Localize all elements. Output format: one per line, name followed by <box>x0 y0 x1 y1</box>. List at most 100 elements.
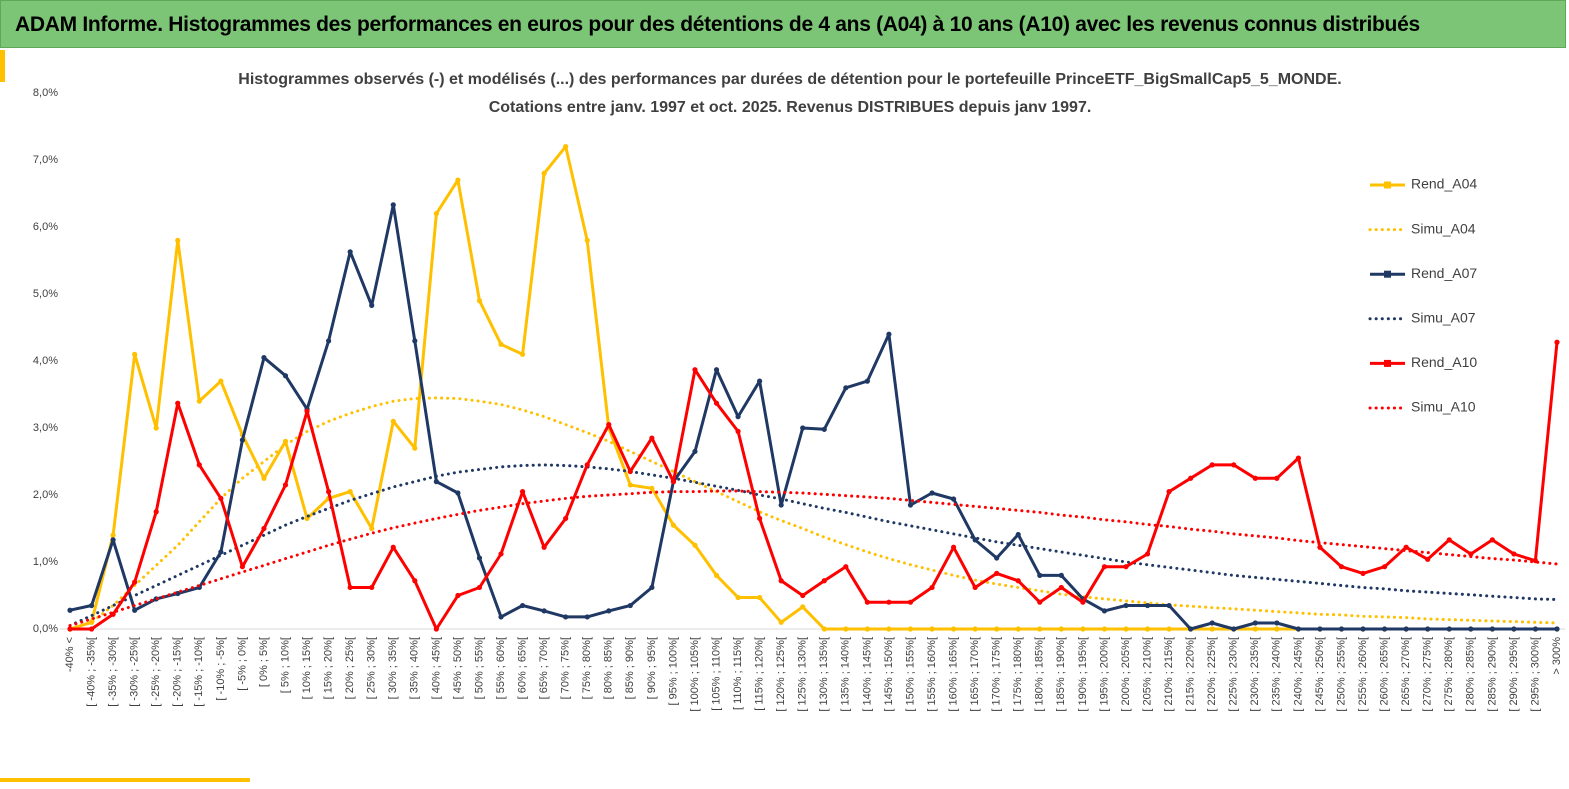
point-marker <box>1554 339 1560 345</box>
x-tick-label: [ 110% ; 115%[ <box>732 637 744 710</box>
point-marker <box>1532 626 1539 632</box>
point-marker <box>1080 599 1086 605</box>
point-marker <box>735 414 741 420</box>
point-marker <box>735 594 741 601</box>
point-marker <box>1360 626 1366 632</box>
point-marker <box>692 448 698 455</box>
point-marker <box>800 604 806 610</box>
point-marker <box>1123 626 1129 632</box>
x-tick-label: [ 205% ; 210%[ <box>1141 637 1153 712</box>
x-tick-label: [ 160% ; 165%[ <box>947 637 959 712</box>
x-tick-label: [ 230% ; 235%[ <box>1249 637 1261 712</box>
point-marker <box>455 592 461 599</box>
point-marker <box>1188 626 1194 632</box>
point-marker <box>239 564 246 570</box>
point-marker <box>1015 626 1021 632</box>
x-tick-label: [ 150% ; 155%[ <box>904 637 916 712</box>
x-tick-label: [ 210% ; 215%[ <box>1163 637 1175 712</box>
point-marker <box>326 489 332 495</box>
point-marker <box>1123 564 1129 570</box>
x-tick-label: [ 185% ; 190%[ <box>1055 637 1067 712</box>
point-marker <box>347 489 353 495</box>
point-marker <box>994 570 1000 576</box>
x-tick-label: [ 215% ; 220%[ <box>1185 637 1197 712</box>
point-marker <box>498 341 504 347</box>
x-tick-label: [ 295% ; 300%[ <box>1529 637 1541 712</box>
x-tick-label: [ 130% ; 135%[ <box>818 637 830 712</box>
point-marker <box>1511 551 1517 557</box>
point-marker <box>1360 570 1366 576</box>
point-marker <box>1338 564 1345 570</box>
x-tick-label: [ 225% ; 230%[ <box>1228 637 1240 712</box>
x-tick-label: [ 15% ; 20%[ <box>323 637 335 699</box>
series-line <box>70 342 1559 631</box>
x-tick-label: [ 275% ; 280%[ <box>1443 637 1455 712</box>
point-marker <box>476 584 483 591</box>
x-tick-label: [ 80% ; 85%[ <box>603 637 615 699</box>
point-marker <box>541 170 547 176</box>
x-tick-label: [ 90% ; 95%[ <box>646 637 658 699</box>
x-tick-label: [ 280% ; 285%[ <box>1465 637 1477 712</box>
x-tick-label: [ 125% ; 130%[ <box>797 637 809 712</box>
point-marker <box>1295 626 1301 632</box>
point-marker <box>627 468 633 475</box>
point-marker <box>1403 544 1409 550</box>
point-marker <box>282 482 289 488</box>
point-marker <box>584 614 590 620</box>
point-marker <box>1058 626 1064 632</box>
point-marker <box>584 237 590 243</box>
point-marker <box>110 537 116 543</box>
point-marker <box>132 579 138 585</box>
point-marker <box>1252 626 1258 632</box>
point-marker <box>821 626 827 632</box>
point-marker <box>476 555 483 561</box>
x-tick-label: [ 0% ; 5%[ <box>258 637 270 687</box>
x-tick-label: [ 190% ; 195%[ <box>1077 637 1089 712</box>
x-tick-label: [ -10% ; -5%[ <box>215 637 227 701</box>
x-tick-label: [ -40% ; -35%[ <box>85 637 97 707</box>
point-marker <box>692 367 698 373</box>
point-marker <box>519 351 526 357</box>
point-marker <box>1317 626 1323 632</box>
point-marker <box>735 428 741 434</box>
point-marker <box>1144 626 1151 632</box>
point-marker <box>606 608 612 614</box>
point-marker <box>1381 564 1388 570</box>
point-marker <box>1101 608 1108 614</box>
series-line <box>68 463 1559 628</box>
header-bar: ADAM Informe. Histogrammes des performan… <box>0 0 1566 48</box>
point-marker <box>757 594 763 601</box>
point-marker <box>800 425 806 431</box>
point-marker <box>950 496 957 502</box>
x-tick-label: [ 235% ; 240%[ <box>1271 637 1283 712</box>
x-tick-label: [ 65% ; 70%[ <box>538 637 550 699</box>
x-tick-label: [ -35% ; -30%[ <box>107 637 119 707</box>
point-marker <box>886 331 892 337</box>
point-marker <box>67 626 73 632</box>
point-marker <box>304 408 310 414</box>
point-marker <box>972 584 978 591</box>
point-marker <box>1209 620 1215 626</box>
point-marker <box>1209 626 1215 632</box>
point-marker <box>412 578 418 584</box>
point-marker <box>67 607 73 613</box>
point-marker <box>563 515 569 522</box>
x-tick-label: [ 85% ; 90%[ <box>624 637 636 699</box>
point-marker <box>1468 551 1474 557</box>
point-marker <box>1080 626 1086 632</box>
point-marker <box>1037 572 1043 579</box>
x-tick-label: [ 175% ; 180%[ <box>1012 637 1024 712</box>
x-tick-label: -40% < <box>64 637 76 672</box>
point-marker <box>757 515 763 522</box>
point-marker <box>864 599 870 605</box>
legend-label: Simu_A10 <box>1411 399 1476 415</box>
accent-left <box>0 50 5 82</box>
point-marker <box>88 626 95 632</box>
x-tick-label: [ 60% ; 65%[ <box>516 637 528 699</box>
header-title: ADAM Informe. Histogrammes des performan… <box>15 13 1420 36</box>
point-marker <box>433 211 439 217</box>
point-marker <box>864 626 870 632</box>
point-marker <box>713 367 720 373</box>
x-tick-label: [ 140% ; 145%[ <box>861 637 873 712</box>
